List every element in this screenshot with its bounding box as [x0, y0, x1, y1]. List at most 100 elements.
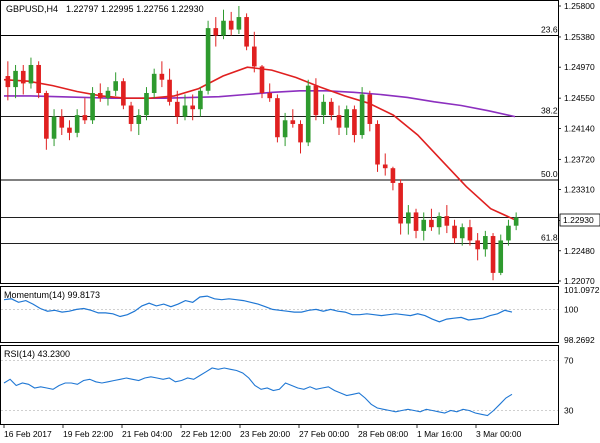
- momentum-axis: 101.0972 100 98.2692: [564, 285, 600, 345]
- candle-body: [398, 182, 403, 224]
- price-tick-label: 1.22480: [564, 246, 595, 256]
- candle-body: [344, 109, 350, 128]
- candle-body: [36, 64, 41, 93]
- time-tick-label: 16 Feb 2017: [4, 429, 52, 439]
- candle-body: [336, 115, 342, 128]
- candle-body: [375, 123, 380, 165]
- rsi-panel-frame: [0, 345, 559, 425]
- candle-body: [128, 105, 134, 124]
- candle-body: [506, 225, 511, 241]
- candle-body: [251, 46, 257, 67]
- candle-body: [113, 81, 118, 91]
- candle-body: [475, 240, 480, 250]
- candle-body: [28, 64, 34, 84]
- price-tick-label: 1.25800: [564, 1, 595, 11]
- price-tick-label: 1.22070: [564, 276, 595, 286]
- moving-averages: [3, 66, 516, 221]
- current-price-label: 1.22930: [563, 215, 594, 225]
- price-axis: 1.25800 1.25380 1.24970 1.24550 1.24140 1.237…: [558, 1, 595, 286]
- price-tick-label: 1.24140: [564, 123, 595, 133]
- candle-body: [74, 115, 80, 133]
- fib-label: 23.6: [541, 24, 558, 34]
- candle-body: [436, 216, 442, 228]
- price-tick-label: 1.25380: [564, 32, 595, 42]
- candle-body: [367, 94, 373, 124]
- candle-body: [444, 216, 450, 226]
- candle-body: [298, 123, 303, 143]
- time-tick-label: 28 Feb 08:00: [358, 429, 408, 439]
- candle-body: [282, 120, 288, 138]
- momentum-indicator: [1, 295, 558, 323]
- fib-label: 50.0: [541, 169, 558, 179]
- current-price-label-box: [559, 213, 600, 227]
- price-tick-label: 1.23310: [564, 185, 595, 195]
- candle-body: [151, 73, 157, 93]
- rsi-tick-label: 30: [564, 406, 574, 416]
- candle-body: [359, 94, 365, 136]
- candle-body: [159, 73, 165, 80]
- candle-body: [244, 17, 249, 47]
- candle-body: [20, 70, 26, 84]
- candle-body: [313, 85, 319, 116]
- price-tick-label: 1.24970: [564, 62, 595, 72]
- candle-body: [44, 92, 49, 139]
- time-tick-label: 3 Mar 00:00: [476, 429, 522, 439]
- time-tick-label: 19 Feb 22:00: [63, 429, 113, 439]
- candle-body: [352, 109, 357, 136]
- candle-body: [382, 164, 388, 169]
- candle-body: [413, 212, 419, 231]
- candle-body: [182, 105, 188, 117]
- candle-body: [205, 28, 211, 91]
- candle-body: [5, 76, 11, 88]
- candle-body: [275, 98, 280, 138]
- momentum-tick-label: 98.2692: [564, 335, 595, 345]
- candle-body: [167, 79, 172, 102]
- time-tick-label: 1 Mar 16:00: [417, 429, 463, 439]
- rsi-indicator: [1, 360, 558, 417]
- candle-body: [221, 20, 226, 36]
- candle-body: [290, 120, 296, 124]
- momentum-panel-frame: [0, 286, 559, 343]
- candle-body: [305, 85, 311, 143]
- time-tick-label: 27 Feb 00:00: [299, 429, 349, 439]
- ohlc-readout: 1.22797 1.22995 1.22756 1.22930: [66, 4, 204, 14]
- candle-body: [136, 115, 142, 124]
- candle-body: [198, 90, 203, 110]
- candle-body: [390, 168, 396, 183]
- time-tick-label: 23 Feb 20:00: [240, 429, 290, 439]
- fib-label: 38.2: [541, 106, 558, 116]
- candle-body: [459, 227, 465, 239]
- candle-body: [483, 236, 488, 250]
- rsi-line: [3, 367, 513, 417]
- candle-body: [236, 17, 242, 30]
- candle-body: [406, 212, 411, 224]
- candle-body: [13, 70, 18, 88]
- slow-ma-line: [4, 90, 516, 118]
- candle-body: [467, 227, 473, 241]
- candle-body: [105, 90, 111, 99]
- candlesticks: [5, 6, 519, 281]
- fast-ma-line: [3, 66, 516, 221]
- candle-body: [97, 92, 103, 99]
- candle-body: [213, 28, 219, 36]
- candle-body: [429, 219, 434, 228]
- momentum-title: Momentum(14) 99.8173: [4, 290, 100, 300]
- candle-body: [144, 92, 149, 116]
- candle-body: [452, 225, 457, 239]
- rsi-tick-label: 70: [564, 356, 574, 366]
- rsi-axis: 70 30: [564, 356, 574, 416]
- candle-body: [51, 116, 57, 139]
- candle-body: [267, 92, 273, 99]
- price-tick-label: 1.23720: [564, 154, 595, 164]
- candle-body: [490, 236, 496, 273]
- candle-body: [190, 105, 195, 110]
- candle-body: [82, 115, 88, 121]
- candle-body: [321, 101, 326, 116]
- momentum-line: [3, 295, 513, 323]
- time-tick-label: 21 Feb 04:00: [122, 429, 172, 439]
- momentum-tick-label: 101.0972: [564, 285, 600, 295]
- candle-body: [228, 20, 234, 30]
- fib-label: 61.8: [541, 232, 558, 242]
